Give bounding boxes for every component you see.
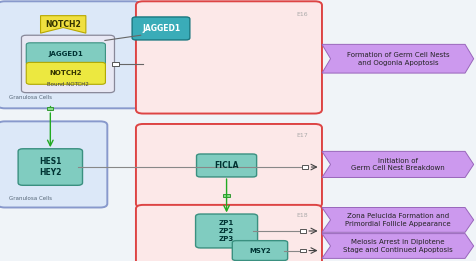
FancyBboxPatch shape [0,121,107,207]
FancyBboxPatch shape [26,43,105,65]
Text: NOTCH2: NOTCH2 [50,70,82,76]
FancyBboxPatch shape [18,149,82,185]
Bar [299,229,305,233]
Bar [223,194,229,197]
Text: NOTCH2: NOTCH2 [45,20,81,29]
Text: FICLA: FICLA [214,161,238,170]
Polygon shape [321,234,473,258]
Text: Zona Pelucida Formation and
Primordial Follicle Appearance: Zona Pelucida Formation and Primordial F… [344,213,450,227]
Text: E16: E16 [296,12,307,17]
FancyBboxPatch shape [195,214,257,248]
Bar [299,249,305,252]
Bar [112,62,118,66]
Text: HES1
HEY2: HES1 HEY2 [39,157,61,177]
Bar [302,165,307,169]
FancyBboxPatch shape [21,35,114,93]
FancyBboxPatch shape [196,154,256,177]
Text: Formation of Germ Cell Nests
and Oogonia Apoptosis: Formation of Germ Cell Nests and Oogonia… [346,52,448,66]
Polygon shape [321,151,473,177]
Polygon shape [321,207,473,232]
Text: Meiosis Arrest in Diplotene
Stage and Continued Apoptosis: Meiosis Arrest in Diplotene Stage and Co… [342,239,452,253]
Text: Granulosa Cells: Granulosa Cells [9,197,51,201]
Text: E17: E17 [295,133,307,138]
Text: ZP1
ZP2
ZP3: ZP1 ZP2 ZP3 [218,220,234,242]
Text: Granulosa Cells: Granulosa Cells [9,95,51,100]
FancyBboxPatch shape [136,124,321,207]
FancyBboxPatch shape [0,1,140,108]
Text: JAGGED1: JAGGED1 [49,51,83,57]
Polygon shape [40,16,86,33]
FancyBboxPatch shape [136,1,321,114]
FancyBboxPatch shape [132,17,189,40]
FancyBboxPatch shape [26,62,105,84]
FancyBboxPatch shape [232,241,287,260]
Text: MSY2: MSY2 [248,248,270,253]
Text: Bound NOTCH2: Bound NOTCH2 [47,82,89,87]
Text: JAGGED1: JAGGED1 [142,24,179,33]
Polygon shape [321,44,473,73]
Bar [47,106,53,110]
Text: Initiation of
Germ Cell Nest Breakdown: Initiation of Germ Cell Nest Breakdown [350,158,444,171]
Text: E18: E18 [296,213,307,218]
FancyBboxPatch shape [136,205,321,261]
